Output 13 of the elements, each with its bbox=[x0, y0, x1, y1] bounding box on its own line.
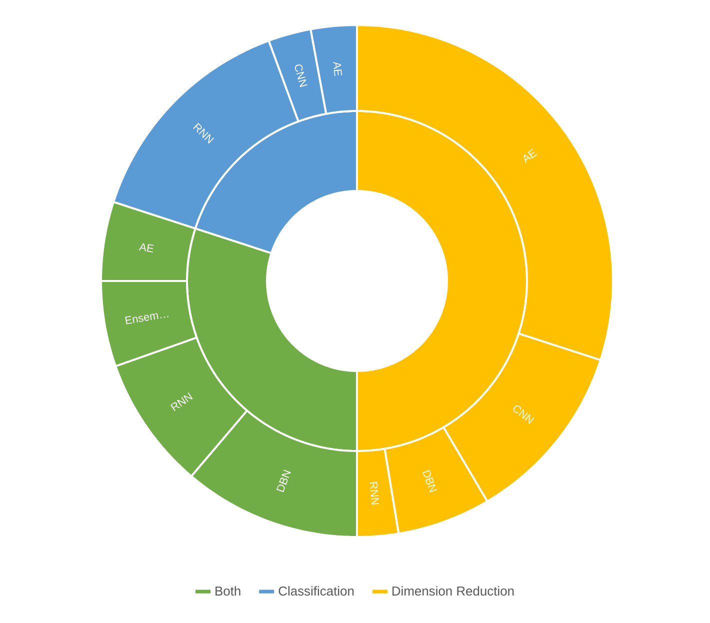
slice-label: CNN bbox=[294, 64, 308, 88]
slice-label: Ensem… bbox=[125, 313, 168, 324]
legend-label: Dimension Reduction bbox=[392, 586, 514, 596]
slice-label: AE bbox=[138, 243, 154, 252]
slice-label: RNN bbox=[170, 392, 193, 412]
slice-label: CNN bbox=[513, 405, 534, 424]
slice-label: DBN bbox=[276, 470, 291, 492]
slice-label: AE bbox=[333, 62, 342, 76]
slice-label: AE bbox=[524, 148, 538, 164]
legend-label: Both bbox=[216, 586, 240, 596]
legend-label: Classification bbox=[278, 586, 354, 596]
slice-label: RNN bbox=[370, 482, 380, 505]
slice-label: DBN bbox=[422, 470, 437, 492]
